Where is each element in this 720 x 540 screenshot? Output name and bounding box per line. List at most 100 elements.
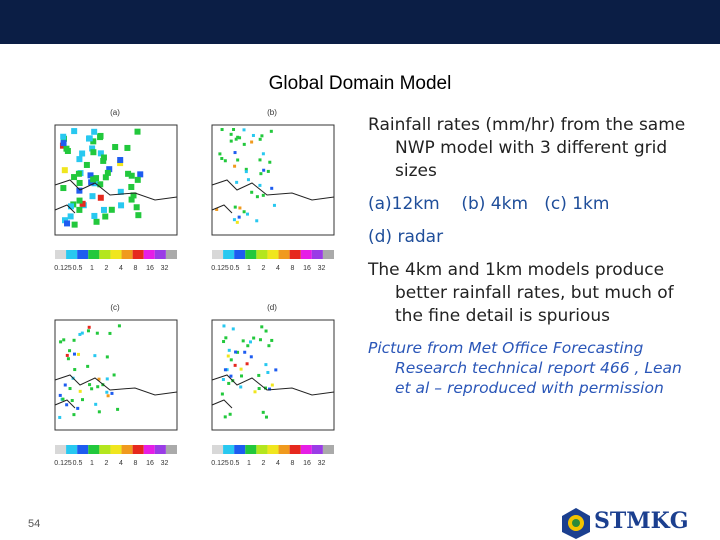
colorbar-label: 2 xyxy=(262,265,266,272)
rain-cell xyxy=(250,140,254,144)
rain-cell xyxy=(86,329,90,333)
panel-label: (a) xyxy=(110,108,120,117)
rain-cell xyxy=(91,128,98,135)
colorbar-swatch xyxy=(99,445,111,454)
map-figure: (a)0.125 0.5 1 2 4 8 16 32(b)0.125 0.5 1 2 4 8 16 32(c… xyxy=(54,108,335,467)
rain-cell xyxy=(255,195,259,199)
colorbar-label: 16 xyxy=(146,460,154,467)
rain-cell xyxy=(234,137,238,141)
colorbar-label: 16 xyxy=(146,265,154,272)
rain-cell xyxy=(78,332,82,336)
panel-label: (b) xyxy=(267,108,277,117)
logo-emblem xyxy=(562,508,590,539)
rain-cell xyxy=(257,373,261,377)
colorbar-swatch xyxy=(66,445,78,454)
rain-cell xyxy=(240,374,244,378)
rain-cell xyxy=(268,160,272,164)
rain-cell xyxy=(252,336,256,340)
colorbar-label: 8 xyxy=(291,460,295,467)
colorbar-swatch xyxy=(66,250,78,259)
rain-cell xyxy=(128,196,135,203)
rain-cell xyxy=(244,170,248,174)
rain-cell xyxy=(269,129,273,133)
rain-cell xyxy=(251,133,255,137)
rain-cell xyxy=(117,324,121,328)
colorbar-label: 8 xyxy=(134,265,138,272)
rain-cell xyxy=(117,157,124,164)
rain-cell xyxy=(76,406,80,410)
rain-cell xyxy=(233,164,237,168)
rain-cell xyxy=(248,340,252,344)
colorbar-label: 4 xyxy=(119,460,123,467)
rain-cell xyxy=(90,176,97,183)
slide-title: Global Domain Model xyxy=(268,73,452,94)
rain-cell xyxy=(106,166,113,173)
colorbar-label: 2 xyxy=(105,265,109,272)
rain-cell xyxy=(260,325,264,329)
colorbar-swatch xyxy=(289,445,301,454)
rain-cell xyxy=(229,132,233,136)
colorbar-swatch xyxy=(110,445,122,454)
colorbar-swatch xyxy=(121,445,133,454)
colorbar-label: 0.125 xyxy=(54,265,72,272)
rain-cell xyxy=(235,220,239,224)
rain-cell xyxy=(238,136,242,140)
rain-cell xyxy=(75,170,82,177)
rain-cell xyxy=(90,138,97,145)
rain-cell xyxy=(274,368,278,372)
rain-cell xyxy=(233,363,237,367)
rain-cell xyxy=(58,393,62,397)
rain-cell xyxy=(255,219,259,223)
rain-cell xyxy=(97,194,104,201)
rain-cell xyxy=(236,158,240,162)
bullet: Rainfall rates (mm/hr) from the same NWP… xyxy=(368,115,691,181)
colorbar-label: 0.5 xyxy=(230,460,240,467)
rain-cell xyxy=(105,377,109,381)
rain-cell xyxy=(78,389,82,393)
rain-cell xyxy=(249,355,253,359)
coastline xyxy=(54,374,178,396)
rain-cell xyxy=(253,390,257,394)
rain-cell xyxy=(242,210,246,214)
coastline xyxy=(54,204,76,214)
colorbar-swatch xyxy=(234,250,246,259)
rain-cell xyxy=(62,338,66,342)
rain-cell xyxy=(233,151,237,155)
rain-cell xyxy=(258,338,262,342)
colorbar-swatch xyxy=(311,445,323,454)
rain-cell xyxy=(128,183,135,190)
rain-cell xyxy=(242,128,246,132)
rain-cell xyxy=(60,185,67,192)
colorbar-swatch xyxy=(143,250,155,259)
rain-cell xyxy=(246,178,250,182)
rain-cell xyxy=(76,197,83,204)
rain-cell xyxy=(60,133,67,140)
rain-cell xyxy=(245,362,249,366)
rain-cell xyxy=(63,383,67,387)
colorbar-swatch xyxy=(77,250,89,259)
rain-cell xyxy=(97,150,104,157)
colorbar-label: 32 xyxy=(161,265,169,272)
rain-cell xyxy=(270,383,274,387)
rain-cell xyxy=(76,179,83,186)
rain-cell xyxy=(215,207,219,211)
rain-cell xyxy=(112,373,116,377)
text-block: Rainfall rates (mm/hr) from the same NWP… xyxy=(368,114,690,398)
colorbar-label: 2 xyxy=(105,460,109,467)
rain-cell xyxy=(68,349,72,353)
colorbar-label: 1 xyxy=(247,265,251,272)
rain-cell xyxy=(76,156,83,163)
colorbar-label: 0.125 xyxy=(54,460,72,467)
rain-cell xyxy=(88,383,92,387)
rain-cell xyxy=(232,218,236,222)
colorbar-swatch xyxy=(234,445,246,454)
rain-cell xyxy=(239,367,243,371)
rain-cell xyxy=(227,348,231,352)
bullet: (a)12km (b) 4km (c) 1km xyxy=(368,194,610,214)
colorbar-swatch xyxy=(121,250,133,259)
rain-cell xyxy=(83,161,90,168)
colorbar-swatch xyxy=(212,250,224,259)
colorbar-label: 0.5 xyxy=(73,265,83,272)
rain-cell xyxy=(93,354,97,358)
